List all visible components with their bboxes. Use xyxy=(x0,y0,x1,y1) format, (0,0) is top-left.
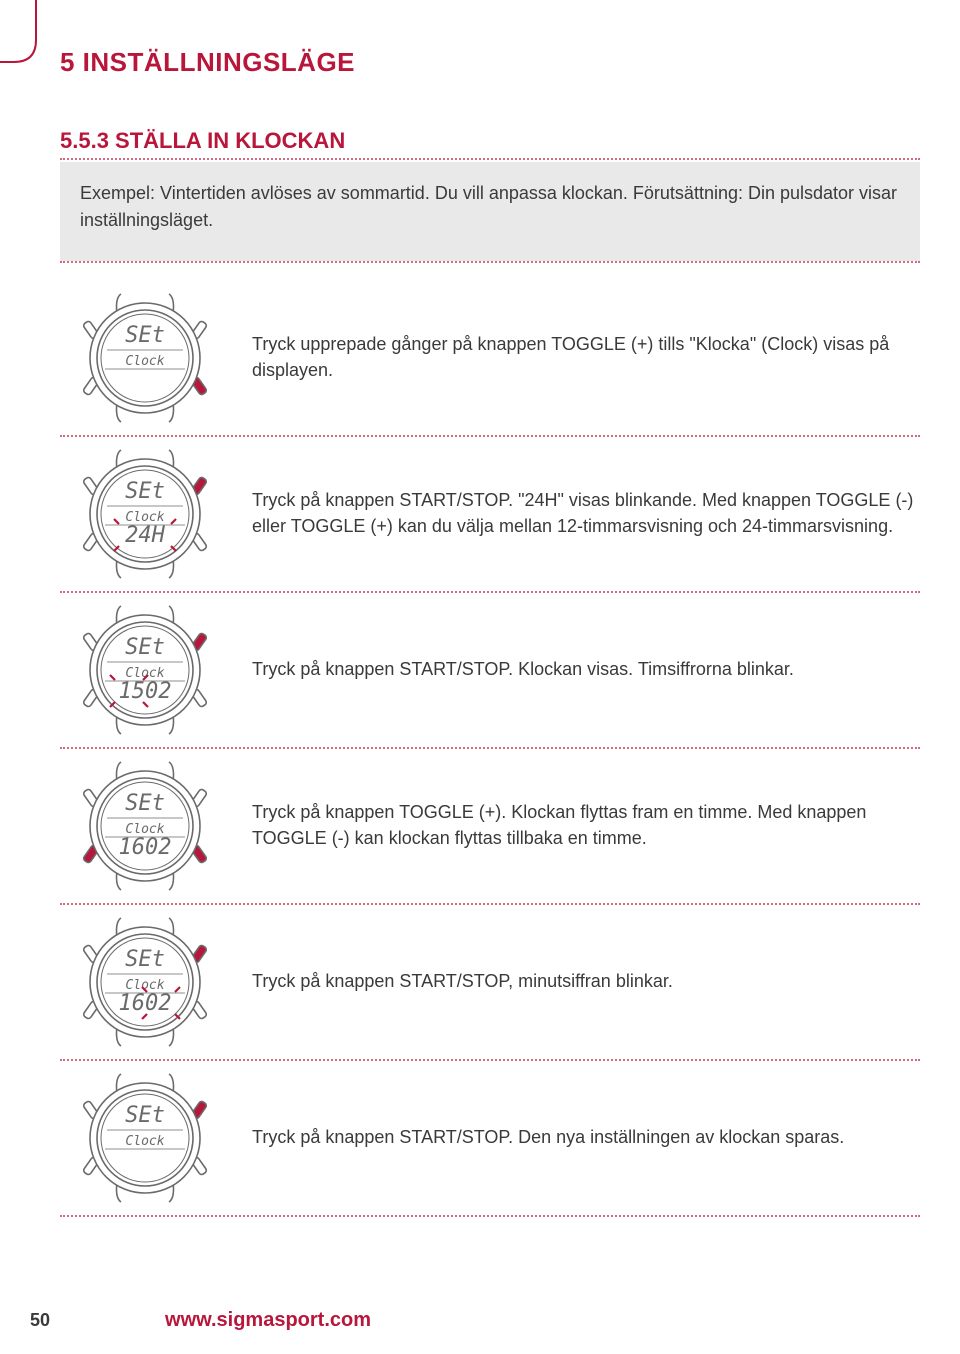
svg-text:Clock: Clock xyxy=(125,354,164,369)
step-text: Tryck på knappen TOGGLE (+). Klockan fly… xyxy=(252,800,920,850)
svg-text:24H: 24H xyxy=(125,523,165,548)
svg-text:1502: 1502 xyxy=(119,679,172,704)
step-text: Tryck på knappen START/STOP. Klockan vis… xyxy=(252,657,920,682)
manual-page: 5 INSTÄLLNINGSLÄGE 5.5.3 STÄLLA IN KLOCK… xyxy=(0,0,960,1354)
watch-illustration: SEt Clock 1602 xyxy=(60,761,230,891)
watch-illustration: SEt Clock 1502 xyxy=(60,605,230,735)
step-text: Tryck på knappen START/STOP, minutsiffra… xyxy=(252,969,920,994)
footer-url: www.sigmasport.com xyxy=(165,1309,371,1332)
instruction-step: SEt Clock 1602 Tryck på knappen TOGGLE (… xyxy=(60,749,920,903)
svg-text:SEt: SEt xyxy=(125,635,165,660)
page-number: 50 xyxy=(30,1310,50,1331)
chapter-title: 5 INSTÄLLNINGSLÄGE xyxy=(60,47,920,78)
watch-illustration: SEt Clock xyxy=(60,293,230,423)
svg-text:Clock: Clock xyxy=(125,1134,164,1149)
page-footer: 50 www.sigmasport.com xyxy=(0,1309,960,1332)
separator xyxy=(60,158,920,160)
instruction-step: SEt Clock Tryck upprepade gånger på knap… xyxy=(60,263,920,435)
svg-text:1602: 1602 xyxy=(119,835,172,860)
watch-illustration: SEt Clock 24H xyxy=(60,449,230,579)
instruction-step: SEt Clock 1602 Tryck på knappen START/ST… xyxy=(60,905,920,1059)
svg-text:SEt: SEt xyxy=(125,791,165,816)
svg-text:SEt: SEt xyxy=(125,947,165,972)
svg-text:SEt: SEt xyxy=(125,323,165,348)
watch-illustration: SEt Clock xyxy=(60,1073,230,1203)
step-text: Tryck på knappen START/STOP. Den nya ins… xyxy=(252,1125,920,1150)
intro-text: Exempel: Vintertiden avlöses av sommarti… xyxy=(80,180,900,232)
intro-block: Exempel: Vintertiden avlöses av sommarti… xyxy=(60,162,920,260)
section-title: 5.5.3 STÄLLA IN KLOCKAN xyxy=(60,128,920,154)
svg-text:SEt: SEt xyxy=(125,1103,165,1128)
instruction-step: SEt Clock 1502 Tryck på knappen START/ST… xyxy=(60,593,920,747)
step-text: Tryck upprepade gånger på knappen TOGGLE… xyxy=(252,332,920,382)
svg-text:SEt: SEt xyxy=(125,479,165,504)
instruction-step: SEt Clock 24H Tryck på knappen START/STO… xyxy=(60,437,920,591)
separator xyxy=(60,1215,920,1217)
step-text: Tryck på knappen START/STOP. "24H" visas… xyxy=(252,488,920,538)
watch-illustration: SEt Clock 1602 xyxy=(60,917,230,1047)
instruction-step: SEt Clock Tryck på knappen START/STOP. D… xyxy=(60,1061,920,1215)
svg-text:1602: 1602 xyxy=(119,991,172,1016)
